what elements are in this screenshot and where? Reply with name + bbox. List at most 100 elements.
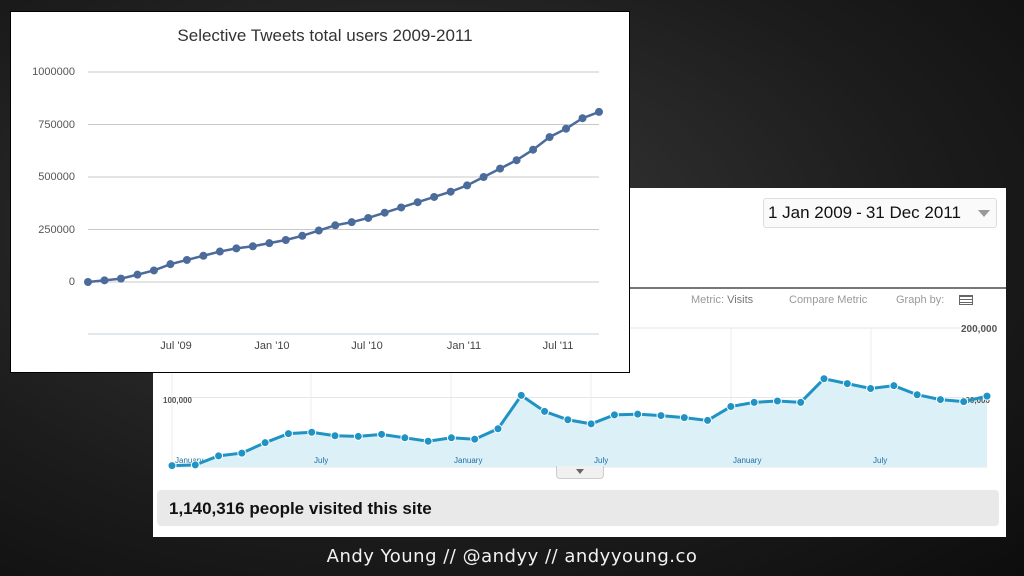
x-label: July xyxy=(314,456,328,465)
data-point xyxy=(703,415,713,425)
data-point xyxy=(330,431,340,441)
data-point xyxy=(516,390,526,400)
date-range-selector[interactable]: 1 Jan 2009 - 31 Dec 2011 xyxy=(763,198,997,228)
data-point xyxy=(479,173,488,181)
chart-toggle-tab[interactable] xyxy=(556,466,604,479)
data-point xyxy=(633,409,643,419)
data-point xyxy=(889,381,899,391)
data-point xyxy=(199,251,208,260)
data-point xyxy=(413,198,422,207)
x-label: January xyxy=(733,456,761,465)
data-point xyxy=(609,410,619,420)
data-point xyxy=(167,461,177,471)
metric-value: Visits xyxy=(727,294,754,306)
data-point xyxy=(866,383,876,393)
data-point xyxy=(265,239,274,248)
y-tick-label: 500000 xyxy=(38,171,75,183)
data-point xyxy=(380,208,389,217)
x-label: July xyxy=(594,456,608,465)
x-label: January xyxy=(454,456,482,465)
x-tick-label: Jul '11 xyxy=(543,340,574,352)
data-point xyxy=(364,213,373,222)
list-icon[interactable] xyxy=(959,295,973,305)
data-point xyxy=(446,433,456,443)
data-point xyxy=(496,164,505,173)
data-point xyxy=(298,231,307,240)
date-range-separator: - xyxy=(856,203,862,222)
data-point xyxy=(353,431,363,441)
visit-summary: 1,140,316 people visited this site xyxy=(157,490,999,526)
y-tick-label: 250000 xyxy=(38,224,75,236)
data-point xyxy=(260,438,270,448)
y-tick-label: 200,000 xyxy=(961,324,998,335)
data-point xyxy=(772,396,782,406)
data-point xyxy=(679,413,689,423)
data-point xyxy=(314,226,323,235)
data-point xyxy=(214,451,224,461)
x-tick-label: Jan '11 xyxy=(447,340,481,352)
tweets-chart-panel: Selective Tweets total users 2009-2011 1… xyxy=(11,12,629,372)
tweets-chart: Selective Tweets total users 2009-2011 1… xyxy=(32,26,603,352)
data-point xyxy=(959,397,969,407)
data-point xyxy=(912,390,922,400)
data-point xyxy=(726,402,736,412)
data-point xyxy=(248,242,257,251)
data-point xyxy=(84,278,92,286)
y-tick-label-right: 100,000 xyxy=(961,396,990,405)
series-line xyxy=(87,110,600,284)
data-point xyxy=(796,397,806,407)
data-point xyxy=(578,114,587,123)
data-point xyxy=(430,192,439,201)
data-point xyxy=(595,107,603,116)
data-point xyxy=(982,391,992,401)
chevron-down-icon[interactable] xyxy=(978,210,990,217)
x-label: July xyxy=(873,456,887,465)
data-point xyxy=(935,395,945,405)
data-point xyxy=(586,419,596,429)
x-label: January xyxy=(175,456,203,465)
data-point xyxy=(656,411,666,421)
graph-by-label: Graph by: xyxy=(896,294,945,306)
data-point xyxy=(182,255,191,264)
data-point xyxy=(463,181,472,190)
date-range-end: 31 Dec 2011 xyxy=(865,203,961,222)
data-point xyxy=(512,156,521,165)
data-point xyxy=(493,424,503,434)
data-point xyxy=(149,266,158,275)
y-tick-label: 750000 xyxy=(38,119,75,131)
data-point xyxy=(232,244,241,253)
data-point xyxy=(540,406,550,416)
summary-text: 1,140,316 people visited this site xyxy=(169,499,432,518)
data-point xyxy=(215,247,224,256)
data-point xyxy=(190,460,200,470)
data-point xyxy=(446,187,455,196)
data-point xyxy=(563,415,573,425)
y-tick-label: 100,000 xyxy=(163,396,192,405)
compare-metric-link[interactable]: Compare Metric xyxy=(789,294,868,306)
data-point xyxy=(283,429,293,439)
data-point xyxy=(166,260,175,269)
data-point xyxy=(377,429,387,439)
y-tick-label: 1000000 xyxy=(32,66,75,78)
y-tick-label: 0 xyxy=(69,276,75,288)
x-tick-label: Jan '10 xyxy=(254,340,289,352)
metric-selector[interactable]: Metric: Visits xyxy=(691,294,753,306)
chevron-down-icon xyxy=(576,469,584,474)
data-point xyxy=(116,274,125,283)
data-point xyxy=(237,448,247,458)
data-point xyxy=(281,236,290,244)
x-tick-label: Jul '10 xyxy=(351,340,382,352)
data-point xyxy=(397,203,406,212)
x-tick-label: Jul '09 xyxy=(160,340,191,352)
data-point xyxy=(470,434,480,444)
chart-title: Selective Tweets total users 2009-2011 xyxy=(177,26,472,45)
metric-label: Metric: xyxy=(691,294,724,306)
data-point xyxy=(331,221,340,230)
data-point xyxy=(400,433,410,443)
date-range-start: 1 Jan 2009 xyxy=(768,203,853,222)
footer-credit: Andy Young // @andyy // andyyoung.co xyxy=(326,546,698,567)
data-point xyxy=(423,436,433,446)
data-point xyxy=(347,218,356,227)
data-point xyxy=(307,427,317,437)
data-point xyxy=(819,374,829,384)
